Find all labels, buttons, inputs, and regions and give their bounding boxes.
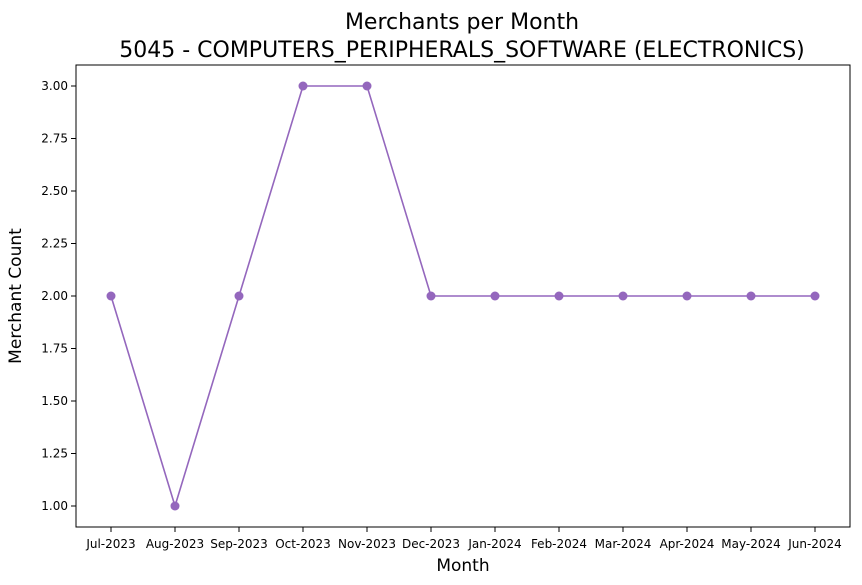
y-axis-label: Merchant Count — [6, 228, 26, 364]
x-tick-label: Mar-2024 — [595, 537, 652, 551]
data-point — [554, 291, 564, 301]
data-point — [234, 291, 244, 301]
chart-subtitle: 5045 - COMPUTERS_PERIPHERALS_SOFTWARE (E… — [119, 38, 805, 63]
x-tick-label: Jul-2023 — [85, 537, 135, 551]
y-tick-label: 2.75 — [41, 132, 68, 146]
x-axis-label: Month — [436, 556, 489, 576]
data-point — [682, 291, 692, 301]
series-line — [110, 85, 815, 509]
x-tick-label: Jun-2024 — [787, 537, 842, 551]
y-tick-label: 2.25 — [41, 237, 68, 251]
x-tick-label: Feb-2024 — [531, 537, 587, 551]
y-tick-label: 2.50 — [41, 184, 68, 198]
chart-title: Merchants per Month — [345, 10, 579, 35]
x-axis: Jul-2023 Aug-2023 Sep-2023 Oct-2023 Nov-2023… — [85, 527, 842, 551]
y-tick-label: 3.00 — [41, 79, 68, 93]
x-tick-label: Jan-2024 — [467, 537, 521, 551]
data-point — [298, 81, 308, 91]
x-tick-label: Nov-2023 — [338, 537, 396, 551]
series-group — [106, 81, 820, 511]
y-tick-label: 1.50 — [41, 394, 68, 408]
x-tick-label: Aug-2023 — [146, 537, 204, 551]
y-tick-label: 1.00 — [41, 499, 68, 513]
data-point — [106, 291, 116, 301]
data-point — [810, 291, 820, 301]
x-tick-label: Dec-2023 — [402, 537, 460, 551]
y-tick-label: 1.75 — [41, 342, 68, 356]
data-point — [362, 81, 372, 91]
data-point — [426, 291, 436, 301]
data-point — [746, 291, 756, 301]
x-tick-label: Apr-2024 — [660, 537, 715, 551]
data-point — [618, 291, 628, 301]
x-tick-label: May-2024 — [721, 537, 780, 551]
x-tick-label: Sep-2023 — [210, 537, 268, 551]
data-point — [170, 501, 180, 511]
data-point — [490, 291, 500, 301]
y-axis: 1.00 1.25 1.50 1.75 2.00 2.25 2.50 2.75 3.00 — [41, 79, 76, 513]
y-tick-label: 1.25 — [41, 447, 68, 461]
y-tick-label: 2.00 — [41, 289, 68, 303]
x-tick-label: Oct-2023 — [275, 537, 331, 551]
